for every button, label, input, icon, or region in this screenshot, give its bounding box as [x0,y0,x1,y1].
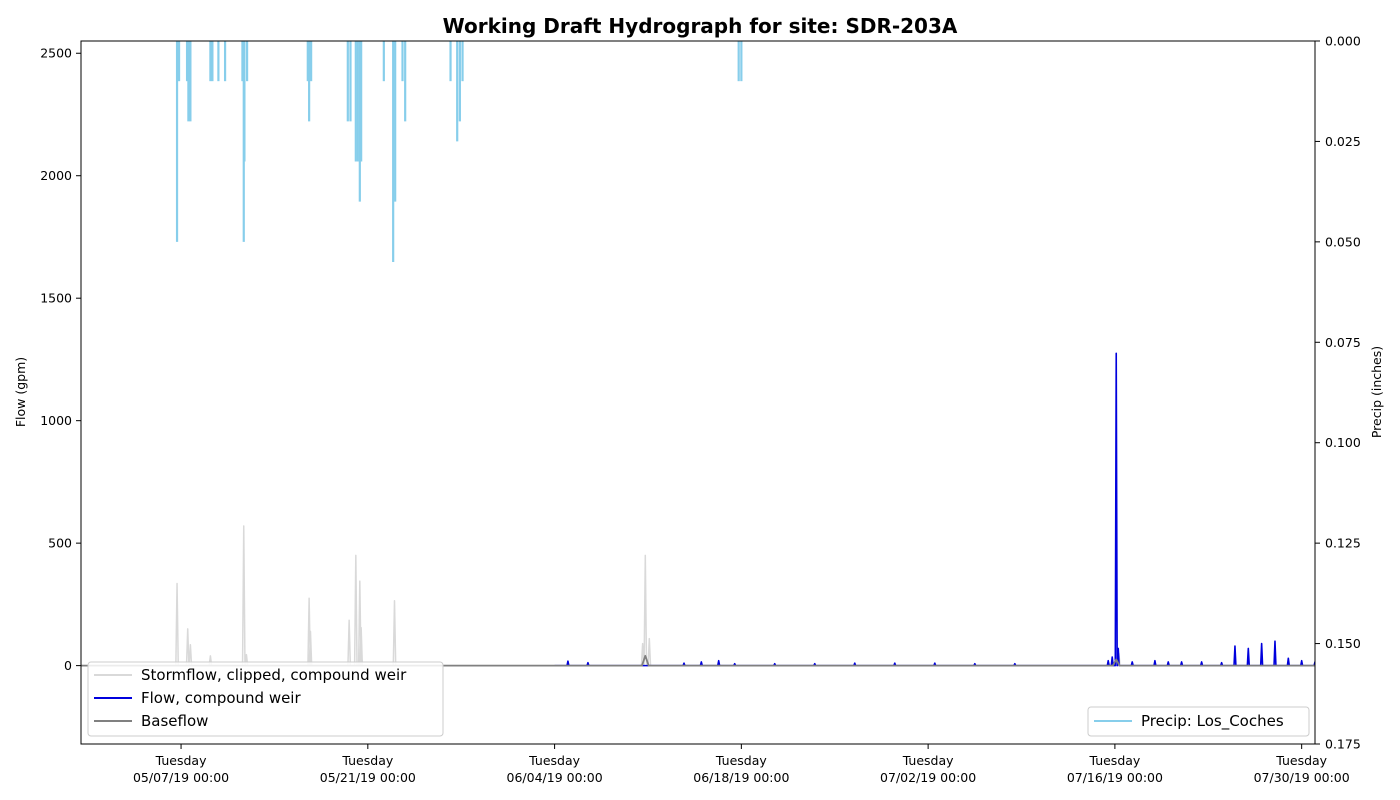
flow-series-group [81,352,1315,667]
legend-left-box [87,661,444,737]
right-y-tick-label: 0.025 [1325,134,1361,149]
x-tick-weekday: Tuesday [155,753,207,768]
legend-right-box [1087,706,1310,737]
legend-entry-label: Baseflow [141,712,208,730]
right-y-tick-label: 0.050 [1325,234,1361,249]
legend-entry-label: Precip: Los_Coches [1141,712,1284,731]
right-y-tick-label: 0.175 [1325,737,1361,752]
legend-left: Stormflow, clipped, compound weir Flow, c… [87,661,444,737]
x-tick-weekday: Tuesday [1088,753,1140,768]
x-tick-date: 06/04/19 00:00 [507,770,603,785]
x-tick-date: 07/16/19 00:00 [1067,770,1163,785]
x-axis: Tuesday 05/07/19 00:00 Tuesday 05/21/19 00:… [133,744,1350,785]
right-y-tick-label: 0.000 [1325,34,1361,49]
x-tick-weekday: Tuesday [715,753,767,768]
right-y-tick-label: 0.075 [1325,335,1361,350]
x-tick-date: 05/07/19 00:00 [133,770,229,785]
left-y-tick-label: 0 [64,658,72,673]
x-tick-date: 07/30/19 00:00 [1254,770,1350,785]
left-y-tick-label: 1000 [40,413,72,428]
right-y-axis: 0.000 0.025 0.050 0.075 0.100 0.125 0.150 0.175 [1315,34,1361,752]
left-y-tick-label: 2500 [40,46,72,61]
right-y-tick-label: 0.150 [1325,636,1361,651]
x-tick-weekday: Tuesday [528,753,580,768]
series-line [81,654,1315,667]
left-y-axis: 0 500 1000 1500 2000 2500 [40,46,81,673]
x-tick-date: 07/02/19 00:00 [880,770,976,785]
x-tick-weekday: Tuesday [1275,753,1327,768]
plot-frame [80,40,1316,745]
right-y-tick-label: 0.125 [1325,536,1361,551]
right-y-tick-label: 0.100 [1325,435,1361,450]
chart-title: Working Draft Hydrograph for site: SDR-2… [443,14,958,38]
left-axis-label: Flow (gpm) [13,357,28,427]
x-tick-weekday: Tuesday [341,753,393,768]
left-y-tick-label: 2000 [40,168,72,183]
precip-series [175,41,743,262]
legend-right: Precip: Los_Coches [1087,706,1310,737]
left-y-tick-label: 500 [48,536,72,551]
x-tick-date: 06/18/19 00:00 [693,770,789,785]
x-tick-weekday: Tuesday [902,753,954,768]
legend-entry-label: Stormflow, clipped, compound weir [141,666,407,684]
legend-entry-label: Flow, compound weir [141,689,301,707]
left-y-tick-label: 1500 [40,291,72,306]
right-axis-label: Precip (inches) [1369,346,1384,438]
x-tick-date: 05/21/19 00:00 [320,770,416,785]
